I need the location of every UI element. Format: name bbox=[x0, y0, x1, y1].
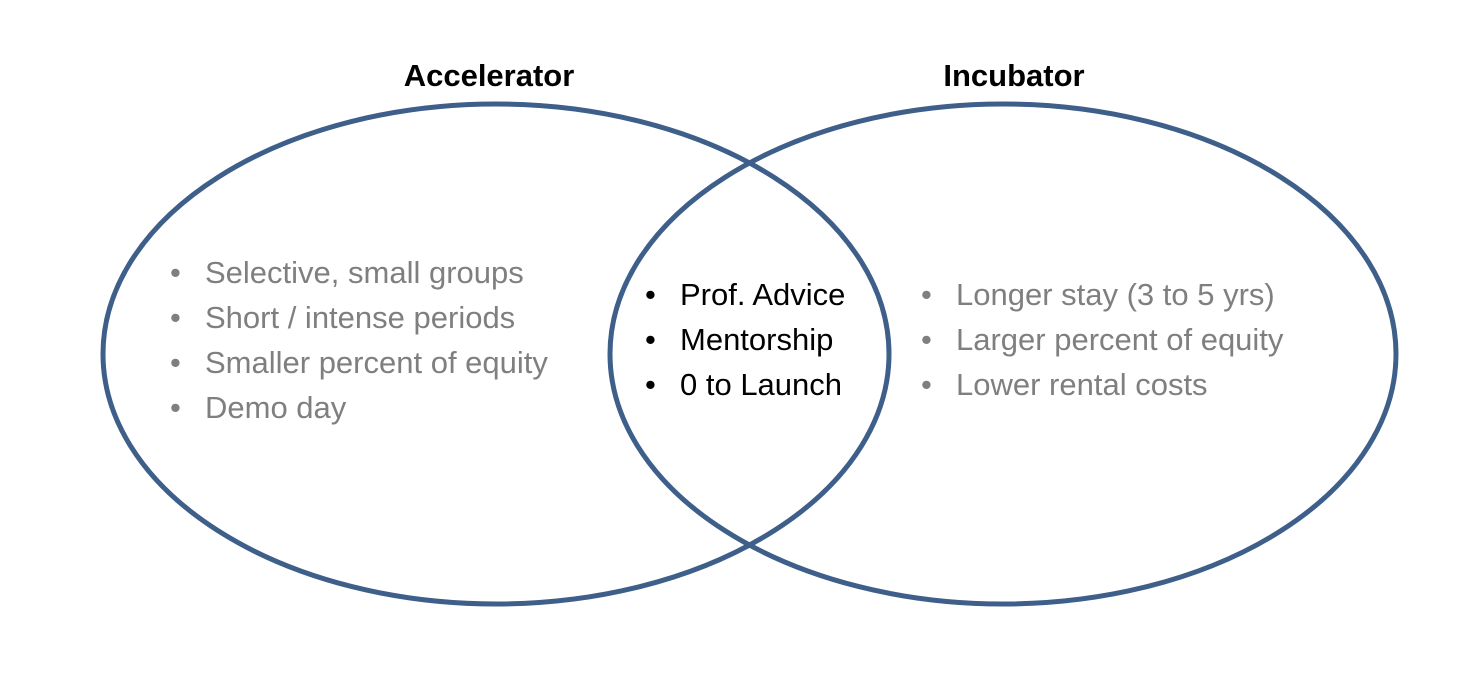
accelerator-circle bbox=[100, 101, 892, 607]
shared-items-list: Prof. Advice Mentorship 0 to Launch bbox=[643, 272, 845, 407]
accelerator-item: Selective, small groups bbox=[168, 250, 548, 295]
accelerator-items-list: Selective, small groups Short / intense … bbox=[168, 250, 548, 430]
accelerator-item: Demo day bbox=[168, 385, 548, 430]
shared-item: Mentorship bbox=[643, 317, 845, 362]
incubator-items-list: Longer stay (3 to 5 yrs) Larger percent … bbox=[919, 272, 1283, 407]
incubator-item: Lower rental costs bbox=[919, 362, 1283, 407]
shared-item: Prof. Advice bbox=[643, 272, 845, 317]
accelerator-title: Accelerator bbox=[403, 58, 575, 93]
incubator-item: Longer stay (3 to 5 yrs) bbox=[919, 272, 1283, 317]
accelerator-item: Short / intense periods bbox=[168, 295, 548, 340]
accelerator-item: Smaller percent of equity bbox=[168, 340, 548, 385]
incubator-item: Larger percent of equity bbox=[919, 317, 1283, 362]
incubator-title: Incubator bbox=[943, 58, 1085, 93]
incubator-circle bbox=[607, 101, 1399, 607]
shared-item: 0 to Launch bbox=[643, 362, 845, 407]
